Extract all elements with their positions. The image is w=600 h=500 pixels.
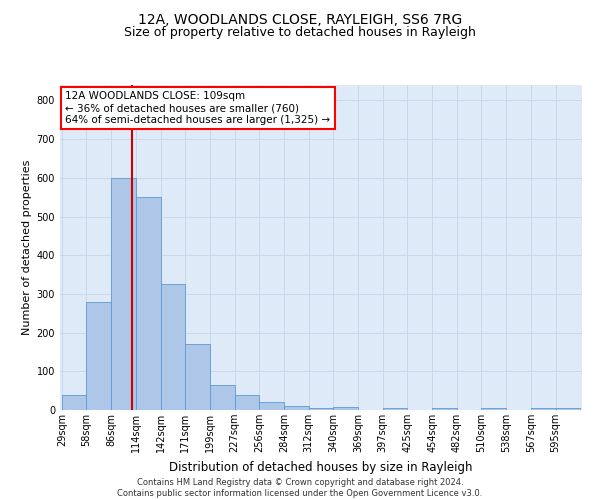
Bar — [235, 396, 259, 410]
Bar — [185, 344, 210, 410]
Bar — [481, 408, 506, 410]
Y-axis label: Number of detached properties: Number of detached properties — [22, 160, 32, 335]
Bar — [531, 408, 556, 410]
Bar — [210, 385, 235, 410]
Bar — [308, 408, 334, 410]
Bar — [259, 402, 284, 410]
Text: Size of property relative to detached houses in Rayleigh: Size of property relative to detached ho… — [124, 26, 476, 39]
Bar — [383, 408, 407, 410]
Bar — [556, 408, 580, 410]
Text: 12A WOODLANDS CLOSE: 109sqm
← 36% of detached houses are smaller (760)
64% of se: 12A WOODLANDS CLOSE: 109sqm ← 36% of det… — [65, 92, 331, 124]
X-axis label: Distribution of detached houses by size in Rayleigh: Distribution of detached houses by size … — [169, 460, 473, 473]
Bar — [161, 284, 185, 410]
Bar — [432, 408, 457, 410]
Bar — [111, 178, 136, 410]
Bar — [136, 197, 161, 410]
Text: 12A, WOODLANDS CLOSE, RAYLEIGH, SS6 7RG: 12A, WOODLANDS CLOSE, RAYLEIGH, SS6 7RG — [138, 12, 462, 26]
Bar — [62, 396, 86, 410]
Bar — [284, 406, 308, 410]
Bar — [86, 302, 111, 410]
Text: Contains HM Land Registry data © Crown copyright and database right 2024.
Contai: Contains HM Land Registry data © Crown c… — [118, 478, 482, 498]
Bar — [334, 407, 358, 410]
